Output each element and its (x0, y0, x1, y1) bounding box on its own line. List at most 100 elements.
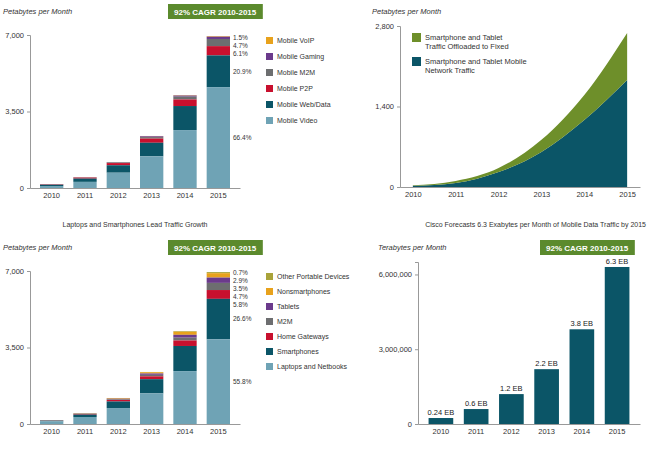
x-tick-label: 2013 (534, 190, 551, 199)
area (413, 33, 627, 186)
legend-label: Mobile P2P (277, 85, 313, 92)
x-tick: 2014 (574, 424, 591, 436)
bar-segment (207, 273, 230, 277)
x-tick-label: 2015 (609, 427, 626, 436)
legend: Mobile VoIPMobile GamingMobile M2MMobile… (266, 37, 331, 124)
data-label: 6.3 EB (606, 257, 629, 266)
bar-segment (40, 185, 63, 186)
bar-segment (140, 374, 163, 375)
x-tick: 2010 (43, 424, 60, 436)
data-label: 1.2 EB (500, 384, 523, 393)
legend-label: Mobile M2M (277, 69, 315, 76)
x-tick: 2015 (609, 424, 626, 436)
legend-line: Traffic Offloaded to Fixed (425, 42, 509, 51)
bar-segment (107, 408, 130, 424)
bar-segment (40, 186, 63, 188)
bar (429, 418, 454, 424)
y-tick: 0 (390, 183, 400, 192)
x-tick-label: 2010 (43, 427, 60, 436)
legend-swatch (266, 303, 273, 310)
share-label: 26.6% (233, 315, 252, 322)
legend-label: Home Gateways (277, 333, 329, 341)
badge: 92% CAGR 2010-2015 (168, 4, 263, 19)
bar-segment (73, 413, 96, 414)
y-axis: 03,5007,000 (5, 31, 30, 193)
bar-segment (140, 137, 163, 139)
bar-segment (173, 130, 196, 188)
x-axis: 201020112012201320142015 (419, 424, 641, 436)
y-tick-label: 6,000,000 (379, 270, 412, 279)
bar-segment (140, 143, 163, 157)
y-tick-mark (27, 348, 30, 349)
x-tick: 2015 (210, 188, 227, 200)
x-tick: 2014 (576, 187, 593, 199)
share-label: 55.8% (233, 378, 252, 385)
plot-marks (429, 267, 630, 424)
y-tick: 2,800 (375, 22, 400, 31)
y-tick: 0 (408, 420, 418, 429)
bar-segment (207, 37, 230, 39)
x-tick-label: 2014 (574, 427, 591, 436)
x-tick-label: 2013 (143, 191, 160, 200)
legend-label: Other Portable Devices (277, 273, 350, 280)
legend-line: Network Traffic (425, 66, 475, 75)
x-tick-label: 2015 (210, 191, 227, 200)
x-tick: 2012 (491, 187, 508, 199)
legend-swatch (412, 57, 421, 66)
bar-segment (107, 398, 130, 400)
bar-segment (207, 283, 230, 290)
bar-segment (207, 87, 230, 188)
legend: Other Portable DevicesNonsmartphonesTabl… (266, 273, 350, 371)
bar-segment (207, 39, 230, 46)
x-tick-label: 2010 (405, 190, 422, 199)
legend-swatch (266, 318, 273, 325)
y-tick: 6,000,000 (379, 270, 418, 279)
legend-label: Mobile Video (277, 117, 317, 124)
x-tick-label: 2015 (210, 427, 227, 436)
x-tick-label: 2011 (468, 427, 484, 436)
y-axis: 0 3,000,000 6,000,000 (379, 263, 419, 429)
x-tick: 2014 (177, 188, 194, 200)
share-label: 3.5% (233, 285, 248, 292)
legend-line: Smartphone and Tablet (425, 33, 503, 42)
y-tick: 3,500 (5, 107, 30, 116)
y-tick-label: 7,000 (5, 267, 24, 276)
data-label: 3.8 EB (571, 319, 594, 328)
y-tick-label: 0 (408, 420, 412, 429)
y-tick: 1,400 (375, 102, 400, 111)
x-axis-line (401, 187, 641, 188)
share-label: 1.5% (233, 34, 248, 41)
bar-segment (107, 397, 130, 398)
bar-segment (207, 55, 230, 87)
share-label: 6.1% (233, 50, 248, 57)
y-axis-line (415, 263, 419, 425)
y-tick-label: 0 (20, 420, 24, 429)
y-tick-mark (27, 112, 30, 113)
x-tick-label: 2012 (110, 427, 127, 436)
x-tick: 2011 (448, 187, 464, 199)
x-tick: 2015 (210, 424, 227, 436)
y-tick-label: 1,400 (375, 102, 394, 111)
x-tick-label: 2012 (491, 190, 508, 199)
x-axis-line (419, 424, 641, 425)
bar-segment (73, 417, 96, 424)
badge: 92% CAGR 2010-2015 (540, 240, 635, 255)
x-tick: 2012 (503, 424, 520, 436)
bar-segment (107, 401, 130, 408)
bar-segment (207, 339, 230, 424)
bar-segment (107, 162, 130, 163)
bar-segment (73, 179, 96, 182)
y-axis: 03,5007,000 (5, 267, 30, 429)
x-tick-label: 2011 (77, 191, 93, 200)
x-tick: 2010 (433, 424, 450, 436)
y-tick-label: 3,000,000 (379, 345, 412, 354)
y-tick-label: 0 (20, 184, 24, 193)
share-label: 5.8% (233, 301, 248, 308)
badge-text: 92% CAGR 2010-2015 (174, 244, 257, 253)
legend-swatch (266, 348, 273, 355)
legend-swatch (266, 53, 273, 60)
x-tick: 2010 (405, 187, 422, 199)
panel: 03,5007,000201020112012201320142015Petab… (3, 4, 331, 200)
legend-label: Nonsmartphones (277, 288, 331, 296)
legend-swatch (266, 101, 273, 108)
